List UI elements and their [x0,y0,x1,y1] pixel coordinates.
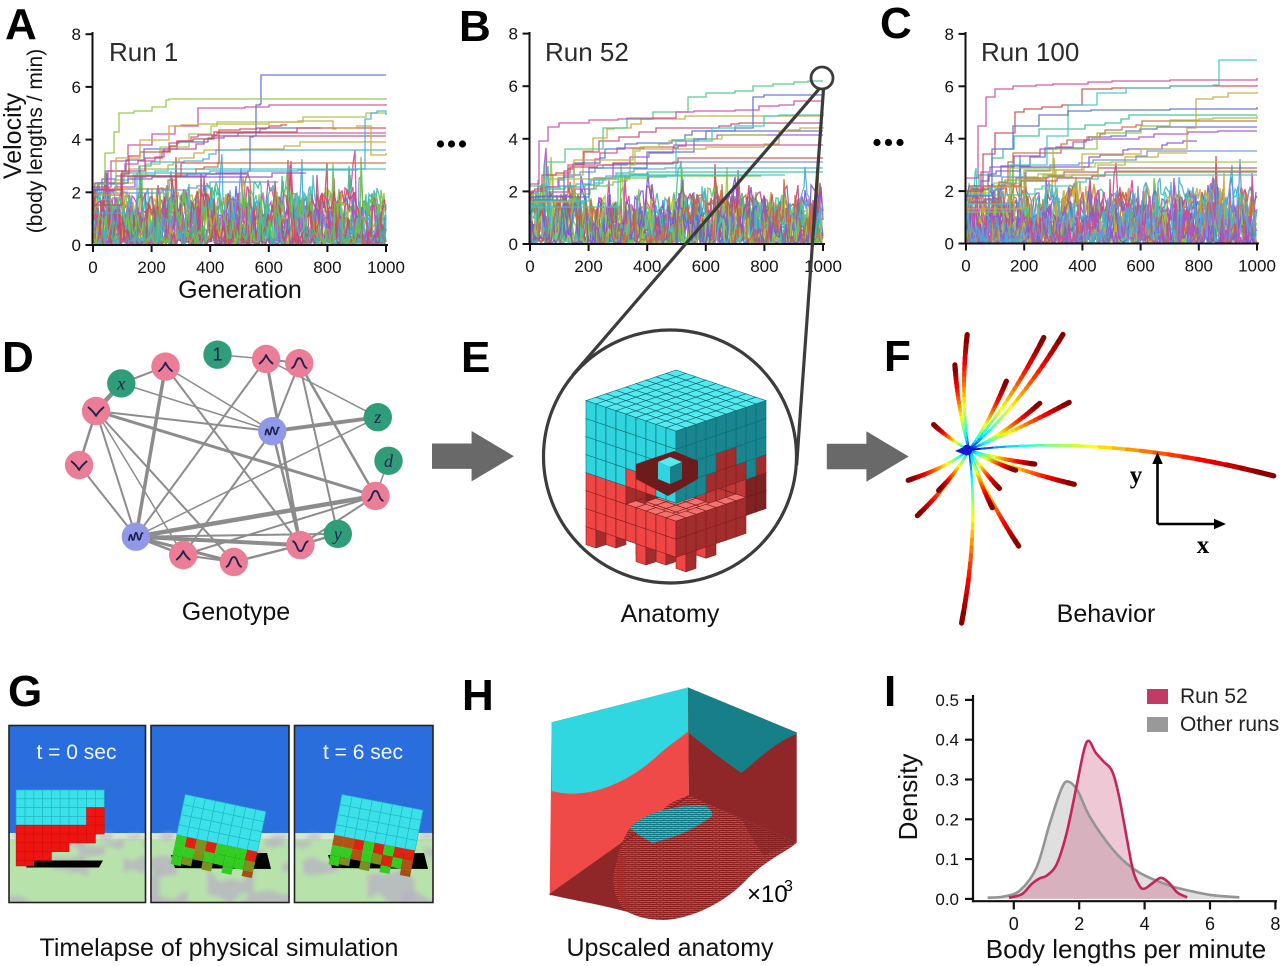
svg-text:2: 2 [509,182,518,201]
svg-text:0: 0 [88,258,97,277]
svg-text:F: F [884,332,911,381]
svg-text:4: 4 [1140,914,1150,934]
svg-text:(body lengths / min): (body lengths / min) [24,49,47,233]
svg-text:800: 800 [1185,257,1213,276]
svg-text:600: 600 [692,257,720,276]
svg-text:t = 0 sec: t = 0 sec [37,741,117,764]
svg-text:6: 6 [945,77,954,96]
svg-text:Generation: Generation [178,276,302,304]
svg-text:0.4: 0.4 [935,731,959,750]
svg-text:1000: 1000 [1238,257,1276,276]
svg-text:Velocity: Velocity [0,92,27,179]
svg-text:400: 400 [1068,257,1096,276]
svg-text:2: 2 [1074,914,1084,934]
svg-text:4: 4 [72,131,81,150]
svg-text:200: 200 [574,257,602,276]
svg-text:×10: ×10 [747,881,788,908]
svg-text:0: 0 [945,235,954,254]
svg-text:2: 2 [945,182,954,201]
svg-text:600: 600 [1126,257,1154,276]
svg-text:200: 200 [1010,257,1038,276]
svg-text:0.3: 0.3 [935,771,959,790]
svg-text:Density: Density [893,754,923,841]
svg-text:Run 52: Run 52 [545,37,629,67]
svg-text:3: 3 [784,878,793,895]
svg-text:0.1: 0.1 [935,850,959,869]
svg-text:x: x [1197,532,1210,559]
svg-text:6: 6 [1205,914,1215,934]
svg-text:E: E [461,333,490,382]
svg-text:1000: 1000 [804,257,842,276]
svg-text:6: 6 [72,78,81,97]
svg-text:1000: 1000 [367,258,405,277]
svg-text:4: 4 [509,130,518,149]
svg-text:y: y [1130,462,1143,489]
svg-text:d: d [384,451,394,471]
svg-text:t = 6 sec: t = 6 sec [323,741,403,764]
svg-text:1: 1 [212,345,222,365]
svg-text:Timelapse of physical simulati: Timelapse of physical simulation [40,934,399,962]
svg-text:4: 4 [945,130,954,149]
svg-text:0.5: 0.5 [935,691,959,710]
svg-text:Upscaled anatomy: Upscaled anatomy [566,934,774,962]
svg-text:Genotype: Genotype [182,598,290,626]
svg-text:200: 200 [137,258,165,277]
svg-text:D: D [2,333,34,382]
svg-text:C: C [880,0,912,48]
svg-text:400: 400 [633,257,661,276]
svg-text:800: 800 [750,257,778,276]
svg-text:Run 1: Run 1 [109,37,178,67]
svg-text:400: 400 [196,258,224,277]
svg-text:6: 6 [509,77,518,96]
svg-text:B: B [459,2,491,51]
svg-text:Body lengths per minute: Body lengths per minute [986,934,1266,964]
svg-text:0: 0 [72,236,81,255]
svg-text:0.2: 0.2 [935,810,959,829]
svg-text:Other runs: Other runs [1180,713,1279,736]
svg-text:8: 8 [1270,914,1280,934]
svg-text:Run 52: Run 52 [1180,685,1248,708]
svg-text:8: 8 [945,25,954,44]
svg-text:8: 8 [72,25,81,44]
svg-text:8: 8 [509,25,518,44]
svg-text:600: 600 [255,258,283,277]
svg-text:0: 0 [1009,914,1019,934]
svg-text:A: A [5,0,37,49]
svg-text:800: 800 [313,258,341,277]
svg-text:Behavior: Behavior [1057,600,1156,628]
svg-text:x: x [116,373,125,393]
svg-text:G: G [8,667,42,716]
svg-text:y: y [332,524,342,544]
svg-text:z: z [373,407,381,427]
svg-text:0.0: 0.0 [935,890,959,909]
svg-text:I: I [884,667,896,716]
svg-text:2: 2 [72,183,81,202]
svg-text:H: H [462,671,494,720]
svg-text:Run 100: Run 100 [981,37,1079,67]
svg-text:Anatomy: Anatomy [621,600,720,628]
svg-text:0: 0 [961,257,970,276]
svg-text:0: 0 [525,257,534,276]
svg-text:0: 0 [509,235,518,254]
